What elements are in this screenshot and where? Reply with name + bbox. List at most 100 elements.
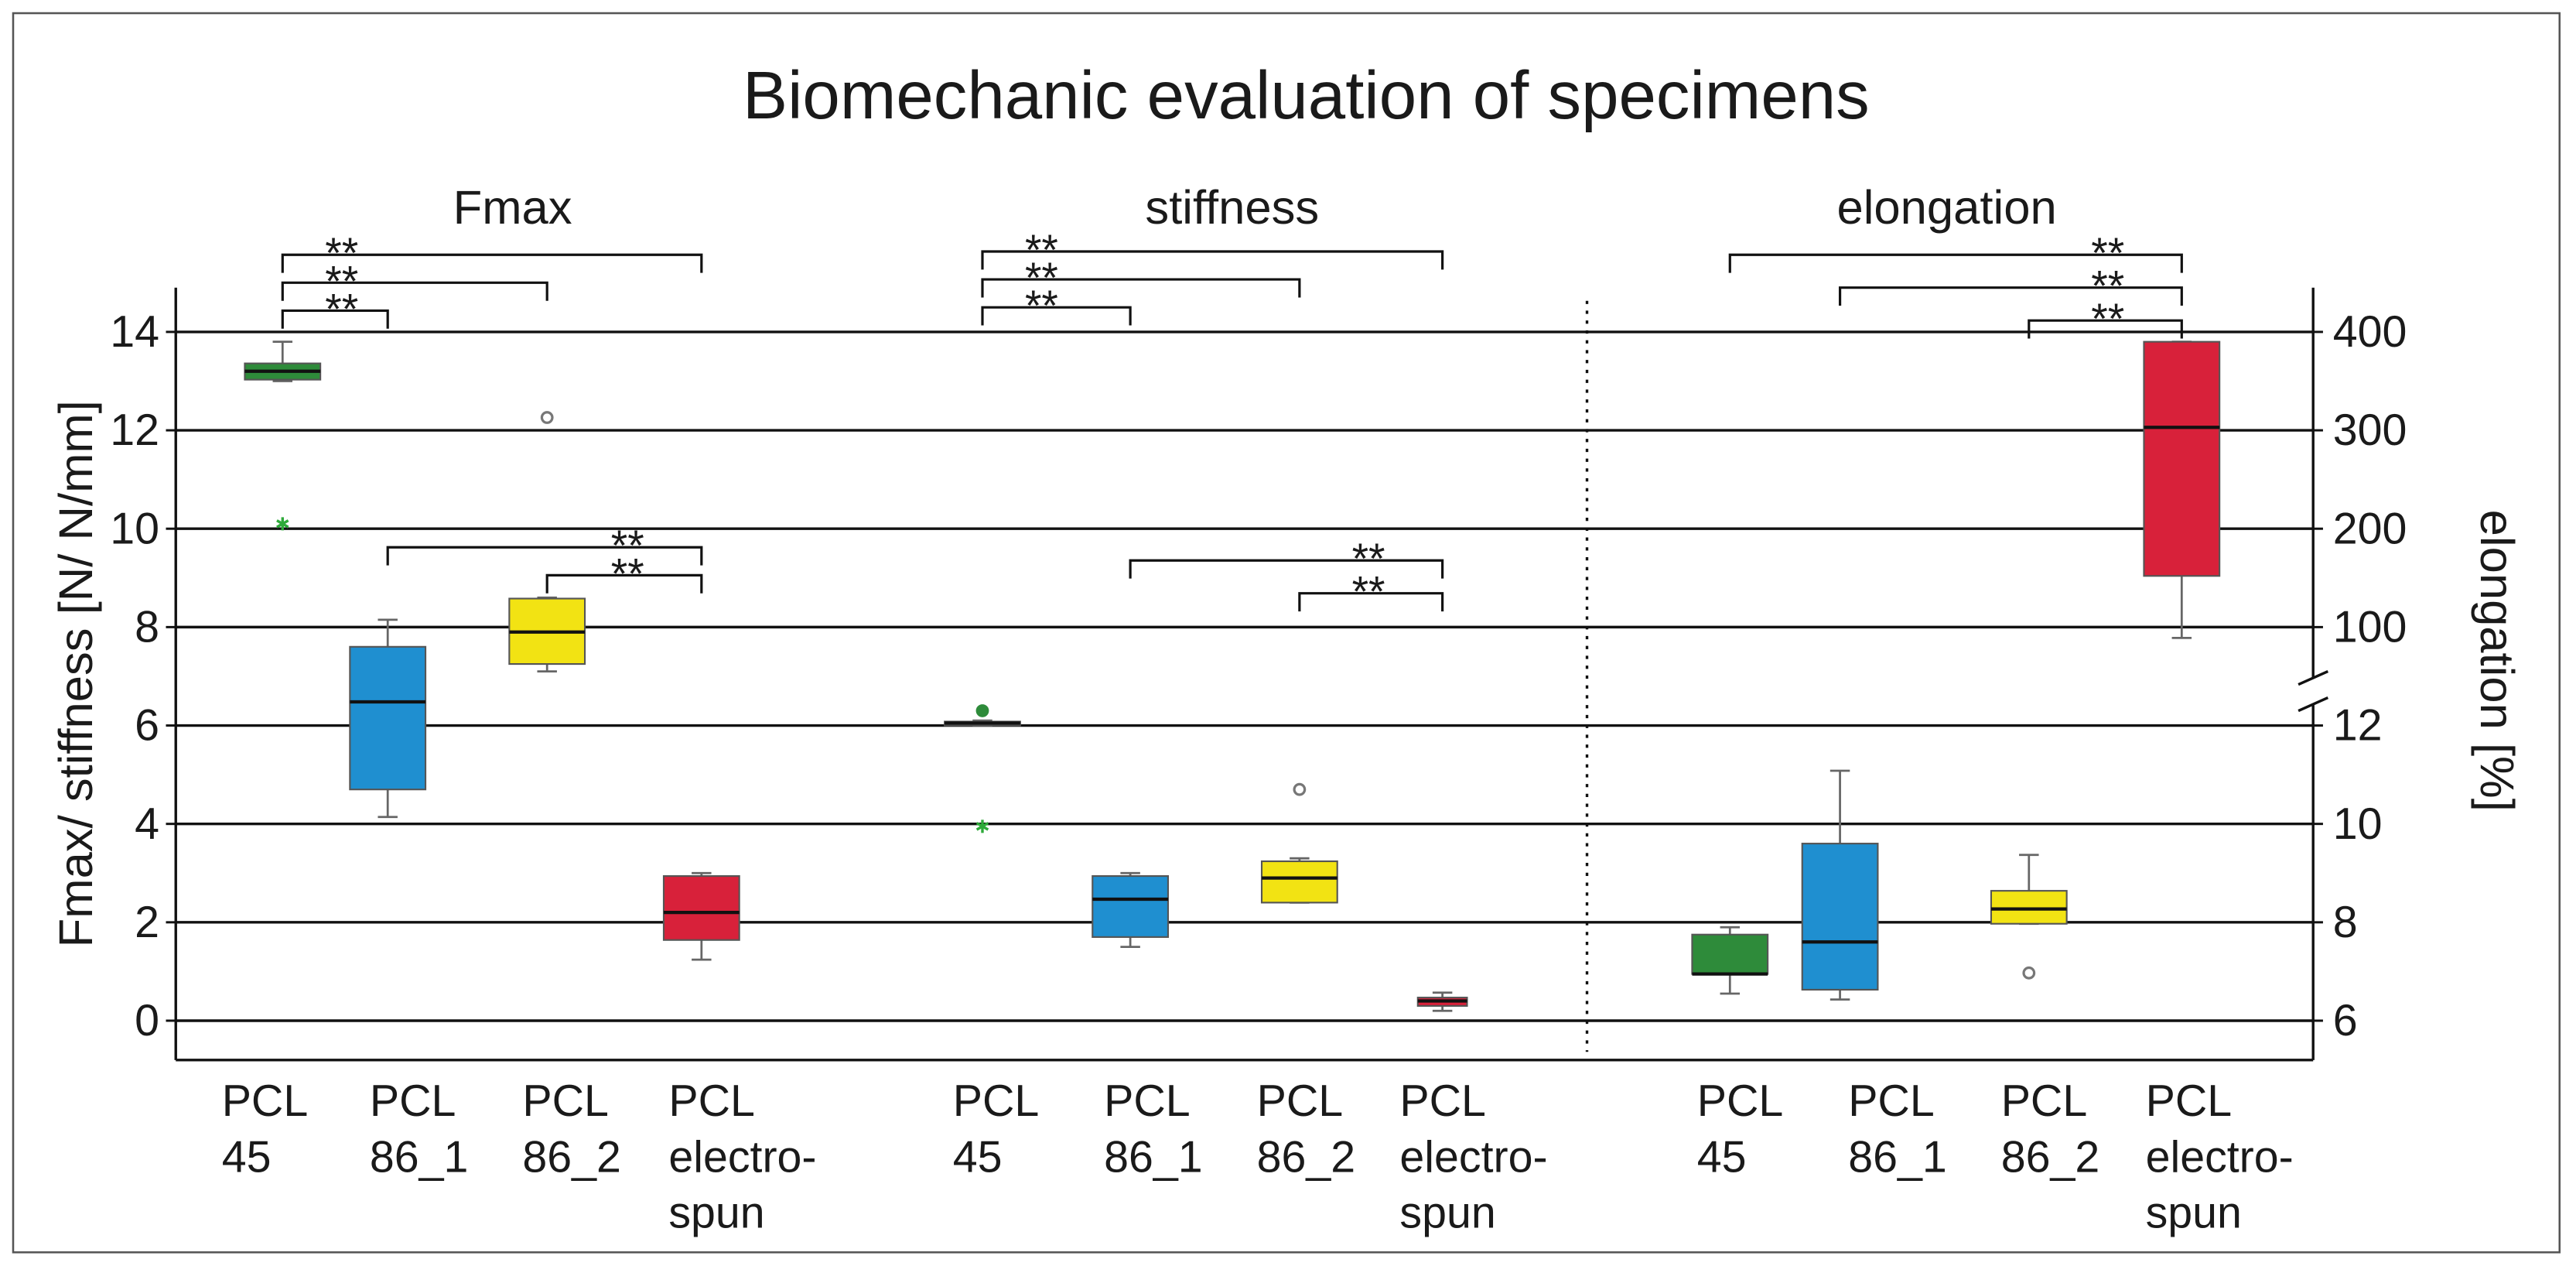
x-tick-label: PCL [2146, 1076, 2233, 1126]
y-tick-label: 12 [110, 405, 159, 455]
x-tick-label: spun [2146, 1188, 2242, 1237]
x-tick-label: 45 [1697, 1132, 1747, 1182]
significance-bracket: ** [281, 229, 703, 277]
y2-axis-label: elongation [%] [2470, 510, 2523, 812]
x-tick-label: 45 [222, 1132, 272, 1182]
box-plot [349, 618, 427, 819]
bracket-line [1298, 592, 1444, 612]
significance-label: ** [325, 285, 358, 333]
x-tick-label: spun [668, 1188, 764, 1237]
x-tick-label: electro- [668, 1132, 816, 1182]
x-tick-label: PCL [370, 1076, 456, 1126]
bracket-line [1838, 286, 2183, 306]
significance-label: ** [2091, 262, 2124, 310]
significance-bracket: ** [2028, 295, 2183, 343]
significance-bracket: ** [1129, 535, 1444, 583]
y2-tick-label: 400 [2333, 307, 2407, 357]
x-tick-label: PCL [668, 1076, 755, 1126]
box [349, 645, 427, 791]
x-tick-label: spun [1399, 1188, 1495, 1237]
significance-label: ** [1025, 282, 1058, 330]
box-plot [1092, 871, 1170, 949]
y2-tick-label: 100 [2333, 602, 2407, 652]
significance-label: ** [1025, 226, 1058, 274]
significance-label: ** [325, 229, 358, 277]
y2-tick-label: 300 [2333, 405, 2407, 455]
y-tick-label: 0 [135, 996, 159, 1045]
x-tick-label: PCL [2001, 1076, 2088, 1126]
x-tick-label: PCL [1848, 1076, 1935, 1126]
outlier [1293, 782, 1307, 796]
bracket-line [981, 278, 1301, 298]
outlier [975, 704, 989, 717]
x-tick-label: PCL [1399, 1076, 1486, 1126]
box-plot [662, 871, 740, 961]
outlier [2022, 966, 2036, 980]
chart-title: Biomechanic evaluation of specimens [743, 58, 1870, 133]
bracket-line [1728, 253, 2183, 273]
significance-label: ** [2091, 229, 2124, 277]
significance-bracket: ** [386, 522, 703, 570]
significance-bracket: ** [281, 285, 389, 333]
significance-bracket: ** [981, 282, 1132, 330]
y-tick-label: 10 [110, 504, 159, 553]
x-tick-label: 86_1 [1848, 1132, 1947, 1182]
panel-title: stiffness [1145, 181, 1319, 234]
significance-label: ** [1352, 568, 1385, 616]
bracket-line [2028, 319, 2183, 339]
x-tick-label: PCL [953, 1076, 1040, 1126]
x-tick-label: 86_1 [1104, 1132, 1203, 1182]
box [2143, 340, 2221, 577]
x-tick-label: PCL [1257, 1076, 1344, 1126]
significance-bracket: ** [1728, 229, 2183, 277]
y2-tick-label: 200 [2333, 504, 2407, 553]
y2-tick-label: 6 [2333, 996, 2358, 1045]
box-plot [944, 704, 1021, 833]
significance-bracket: ** [981, 226, 1444, 274]
extreme-stroke [276, 519, 289, 529]
significance-bracket: ** [981, 254, 1301, 302]
box [1990, 890, 2068, 925]
box-plot [1801, 769, 1879, 1001]
box-plot [1990, 854, 2068, 980]
x-tick-label: PCL [1697, 1076, 1784, 1126]
y-tick-label: 6 [135, 701, 159, 751]
bracket-line [981, 250, 1444, 270]
x-tick-label: PCL [1104, 1076, 1191, 1126]
box-plot [1691, 926, 1769, 995]
bracket-line [281, 309, 389, 329]
frame [12, 12, 2561, 1254]
bracket-line [281, 253, 703, 273]
y2-tick-label: 12 [2333, 701, 2383, 751]
y-tick-label: 4 [135, 799, 159, 849]
y2-tick-label: 10 [2333, 799, 2383, 849]
significance-label: ** [611, 522, 644, 570]
significance-label: ** [325, 257, 358, 305]
box-plot [508, 411, 586, 672]
extreme [276, 517, 289, 531]
significance-bracket: ** [1838, 262, 2183, 310]
extreme-stroke [975, 822, 989, 831]
significance-bracket: ** [1298, 568, 1444, 616]
y-tick-label: 8 [135, 602, 159, 652]
significance-bracket: ** [545, 549, 703, 597]
panel-title: elongation [1837, 181, 2057, 234]
bracket-line [545, 573, 703, 594]
significance-label: ** [611, 549, 644, 597]
x-tick-label: 86_1 [370, 1132, 469, 1182]
y2-tick-label: 8 [2333, 898, 2358, 947]
axis-break [2298, 669, 2329, 686]
significance-label: ** [1352, 535, 1385, 583]
outlier [540, 411, 554, 424]
axis-break [2298, 696, 2329, 713]
y-tick-label: 2 [135, 898, 159, 947]
x-tick-label: PCL [222, 1076, 309, 1126]
bracket-line [281, 281, 548, 301]
box-plot [244, 340, 322, 531]
x-tick-label: 86_2 [1257, 1132, 1356, 1182]
significance-bracket: ** [281, 257, 548, 305]
box [1092, 875, 1170, 938]
box [1801, 843, 1879, 991]
extreme [975, 819, 989, 833]
